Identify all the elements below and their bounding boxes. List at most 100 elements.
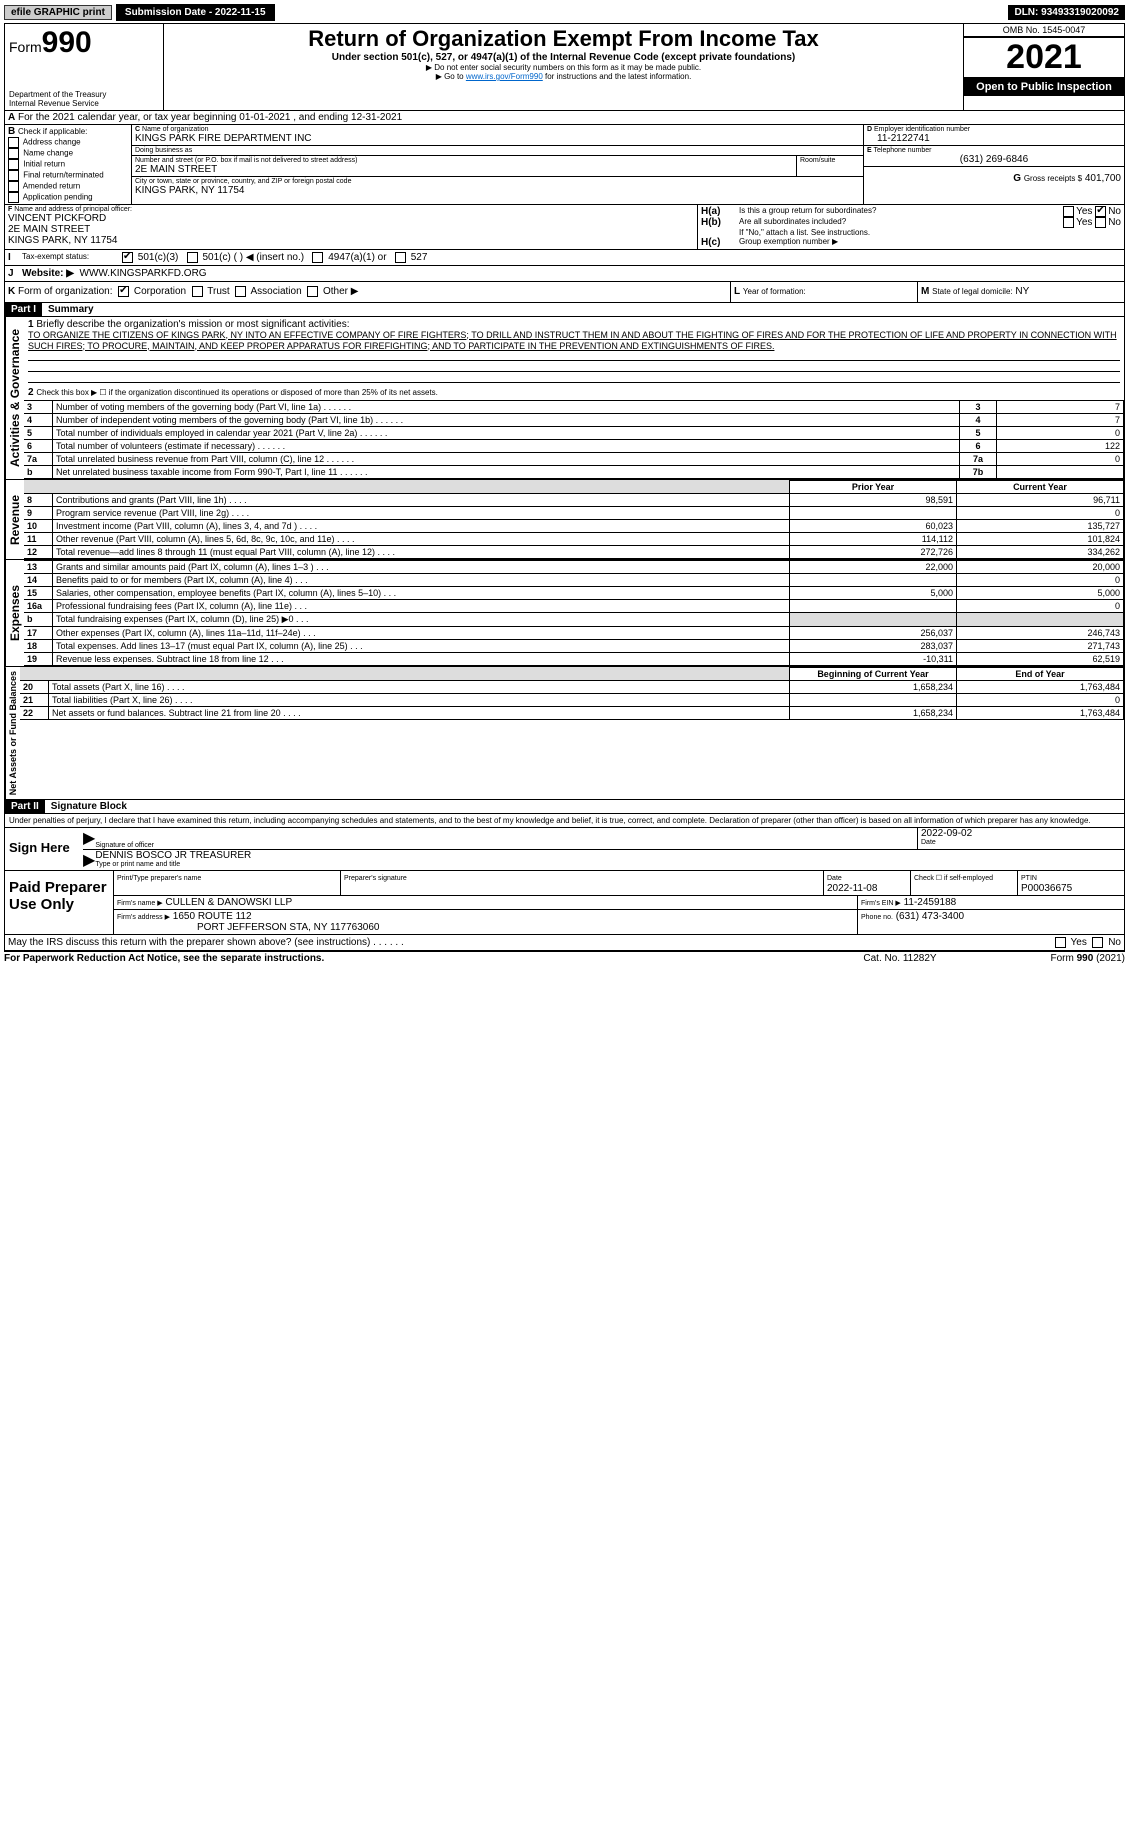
firm-addr2: PORT JEFFERSON STA, NY 117763060 [117,922,380,933]
city-value: KINGS PARK, NY 11754 [135,185,860,196]
b-label: Check if applicable: [18,127,87,136]
b-checkbox[interactable] [8,181,19,192]
discuss-no-checkbox[interactable] [1092,937,1103,948]
date-label: Date [921,839,1121,846]
block-b-g: B Check if applicable: Address change Na… [5,125,1124,205]
part-i-header: Part ISummary [5,303,1124,317]
assoc-checkbox[interactable] [235,286,246,297]
efile-topbar: efile GRAPHIC print Submission Date - 20… [4,4,1125,21]
other-checkbox[interactable] [307,286,318,297]
b-checkbox[interactable] [8,192,19,203]
officer-label: Name and address of principal officer: [14,206,132,213]
gross-label: Gross receipts $ [1024,174,1082,183]
irs-link[interactable]: www.irs.gov/Form990 [466,72,543,81]
part-ii-header: Part IISignature Block [5,800,1124,814]
paid-preparer-block: Paid Preparer Use Only Print/Type prepar… [5,871,1124,935]
governance-table: 3Number of voting members of the governi… [24,400,1124,479]
ha-label: Is this a group return for subordinates? [739,206,1063,217]
firm-addr1: 1650 ROUTE 112 [173,911,252,922]
org-name: KINGS PARK FIRE DEPARTMENT INC [135,133,860,144]
ein-value: 11-2122741 [867,133,1121,144]
netassets-table: Beginning of Current YearEnd of Year20To… [20,667,1124,720]
year-formation-label: Year of formation: [743,287,806,296]
irs-label: Internal Revenue Service [9,99,159,108]
paid-preparer-label: Paid Preparer Use Only [5,871,113,934]
footer-form: Form 990 (2021) [975,953,1125,964]
prep-name-label: Print/Type preparer's name [117,875,201,882]
officer-name: VINCENT PICKFORD [8,213,694,224]
sign-here-label: Sign Here [5,828,83,870]
name-arrow-icon: ▶ [83,850,95,870]
b-checkbox[interactable] [8,137,19,148]
b-checkbox[interactable] [8,159,19,170]
hb-label: Are all subordinates included? [739,217,1063,228]
hb-yes-checkbox[interactable] [1063,217,1074,228]
form-number: Form990 [9,26,159,60]
room-label: Room/suite [800,157,860,164]
501c3-checkbox[interactable] [122,252,133,263]
b-checkbox[interactable] [8,170,19,181]
ein-label: Employer identification number [874,126,970,133]
dept-treasury: Department of the Treasury [9,90,159,99]
vlabel-governance: Activities & Governance [5,317,24,479]
527-checkbox[interactable] [395,252,406,263]
tax-status-label: Tax-exempt status: [22,252,122,263]
line-i: I Tax-exempt status: 501(c)(3) 501(c) ( … [5,250,1124,266]
c-name-label: Name of organization [142,126,209,133]
ha-yes-checkbox[interactable] [1063,206,1074,217]
part-i-body: Activities & Governance 1 Briefly descri… [5,317,1124,800]
prep-date: 2022-11-08 [827,883,877,894]
trust-checkbox[interactable] [192,286,203,297]
4947-checkbox[interactable] [312,252,323,263]
ha-no-checkbox[interactable] [1095,206,1106,217]
hb-no-checkbox[interactable] [1095,217,1106,228]
self-employed-label: Check ☐ if self-employed [914,875,993,882]
block-f-h: F Name and address of principal officer:… [5,205,1124,250]
submission-date: Submission Date - 2022-11-15 [116,4,275,21]
b-checkbox[interactable] [8,148,19,159]
signature-arrow-icon: ▶ [83,828,95,849]
form-header: Form990 Department of the Treasury Inter… [5,24,1124,111]
officer-street: 2E MAIN STREET [8,224,694,235]
501c-checkbox[interactable] [187,252,198,263]
officer-city: KINGS PARK, NY 11754 [8,235,694,246]
officer-name-title: DENNIS BOSCO JR TREASURER [95,850,1124,861]
street-value: 2E MAIN STREET [135,164,793,175]
revenue-table: Prior YearCurrent Year8Contributions and… [24,480,1124,559]
phone-value: (631) 269-6846 [867,154,1121,165]
prep-sig-label: Preparer's signature [344,875,407,882]
phone-label: Telephone number [874,147,932,154]
q2-label: Check this box ▶ ☐ if the organization d… [36,388,438,397]
discuss-yes-checkbox[interactable] [1055,937,1066,948]
q1-label: Briefly describe the organization's miss… [36,319,349,330]
expenses-table: 13Grants and similar amounts paid (Part … [24,560,1124,666]
line-j: J Website: ▶ WWW.KINGSPARKFD.ORG [5,266,1124,282]
instructions-note: ▶ Go to www.irs.gov/Form990 for instruct… [168,72,959,81]
line-a: A For the 2021 calendar year, or tax yea… [5,111,1124,125]
open-public-badge: Open to Public Inspection [964,78,1124,96]
hc-label: Group exemption number ▶ [739,237,838,248]
corp-checkbox[interactable] [118,286,129,297]
firm-phone: (631) 473-3400 [896,911,964,922]
form-title: Return of Organization Exempt From Incom… [168,26,959,52]
type-name-label: Type or print name and title [95,861,1124,868]
sig-officer-label: Signature of officer [95,842,917,849]
vlabel-revenue: Revenue [5,480,24,559]
footer-left: For Paperwork Reduction Act Notice, see … [4,953,324,964]
omb-number: OMB No. 1545-0047 [964,24,1124,37]
perjury-declaration: Under penalties of perjury, I declare th… [5,814,1124,828]
footer-cat: Cat. No. 11282Y [825,953,975,964]
form-container: Form990 Department of the Treasury Inter… [4,23,1125,952]
line-klm: K Form of organization: Corporation Trus… [5,282,1124,302]
form-subtitle: Under section 501(c), 527, or 4947(a)(1)… [168,52,959,63]
vlabel-netassets: Net Assets or Fund Balances [5,667,20,799]
vlabel-expenses: Expenses [5,560,24,666]
sig-date: 2022-09-02 [921,828,1121,839]
sign-here-block: Sign Here ▶ Signature of officer 2022-09… [5,828,1124,871]
dba-label: Doing business as [135,147,860,154]
dln: DLN: 93493319020092 [1008,5,1125,20]
discuss-row: May the IRS discuss this return with the… [5,935,1124,951]
efile-tag: efile GRAPHIC print [4,5,112,20]
state-domicile: NY [1015,286,1029,297]
tax-year: 2021 [964,37,1124,78]
